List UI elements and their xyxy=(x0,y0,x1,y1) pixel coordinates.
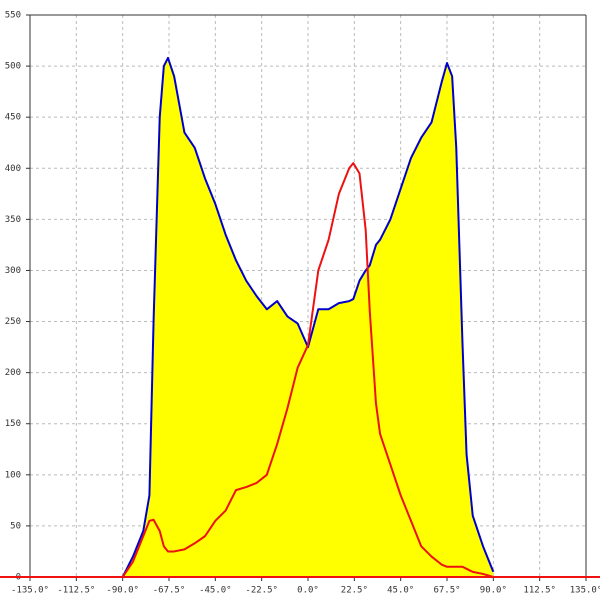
y-tick-label: 500 xyxy=(5,62,21,72)
y-tick-label: 400 xyxy=(5,164,21,174)
x-tick-label: 135.0° xyxy=(570,586,600,596)
y-tick-label: 150 xyxy=(5,419,21,429)
x-tick-label: 67.5° xyxy=(433,586,460,596)
x-tick-label: 112.5° xyxy=(523,586,556,596)
y-tick-label: 450 xyxy=(5,113,21,123)
x-tick-label: -90.0° xyxy=(106,586,139,596)
y-tick-label: 100 xyxy=(5,470,21,480)
line xyxy=(121,162,494,578)
x-tick-label: -22.5° xyxy=(245,586,278,596)
x-tick-label: 90.0° xyxy=(480,586,507,596)
x-tick-label: 45.0° xyxy=(387,586,414,596)
line xyxy=(121,56,495,578)
x-tick-label: -45.0° xyxy=(199,586,232,596)
x-tick-label: 0.0° xyxy=(297,586,319,596)
y-tick-label: 350 xyxy=(5,215,21,225)
x-tick-label: -135.0° xyxy=(11,586,49,596)
x-tick-label: -67.5° xyxy=(153,586,186,596)
x-tick-label: 22.5° xyxy=(341,586,368,596)
y-tick-label: 250 xyxy=(5,317,21,327)
y-tick-label: 200 xyxy=(5,368,21,378)
y-tick-label: 50 xyxy=(10,521,21,531)
y-tick-label: 300 xyxy=(5,266,21,276)
y-tick-label: 550 xyxy=(5,11,21,21)
x-tick-label: -112.5° xyxy=(57,586,95,596)
area xyxy=(122,57,494,577)
